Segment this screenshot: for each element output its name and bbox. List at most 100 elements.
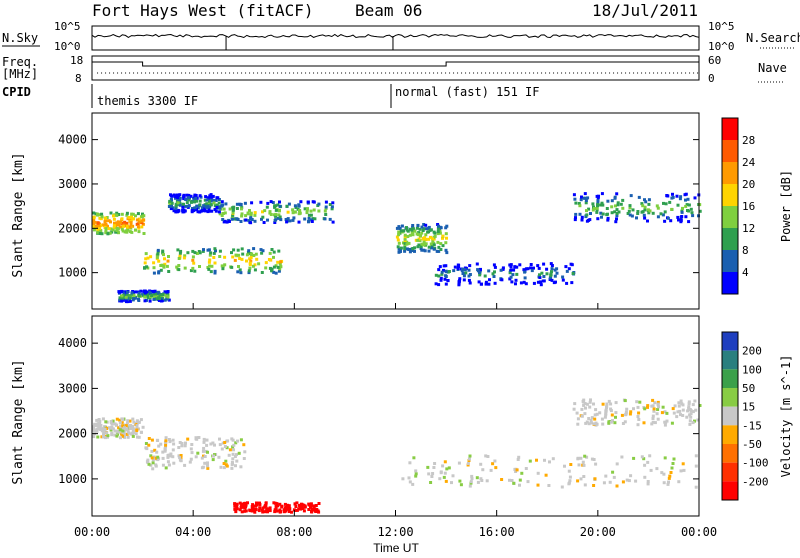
- power-cell: [182, 210, 186, 214]
- velocity-cell: [408, 480, 412, 484]
- velocity-cell: [439, 470, 443, 474]
- power-cell: [328, 203, 332, 206]
- velocity-cell: [129, 427, 133, 431]
- velocity-cell: [261, 506, 265, 510]
- power-cell: [143, 291, 147, 295]
- velocity-cell: [234, 510, 238, 514]
- power-cell: [617, 210, 621, 214]
- power-cell: [159, 297, 163, 301]
- power-cell: [640, 202, 644, 206]
- power-cell: [488, 278, 491, 282]
- power-cell: [458, 277, 462, 281]
- power-cell: [285, 204, 289, 208]
- velocity-cell: [609, 409, 613, 413]
- velocity-cell: [650, 422, 654, 426]
- velocity-cell: [263, 505, 267, 509]
- power-cell: [306, 207, 309, 211]
- velocity-cell: [536, 483, 540, 487]
- power-cell: [600, 215, 603, 219]
- velocity-cell: [276, 504, 280, 508]
- velocity-cell: [593, 477, 597, 481]
- velocity-cell: [491, 462, 495, 466]
- velocity-cell: [433, 462, 437, 465]
- power-cell: [233, 258, 237, 262]
- power-cell: [139, 289, 143, 293]
- power-cell: [182, 256, 186, 260]
- power-cell: [246, 212, 250, 216]
- power-cell: [165, 293, 169, 297]
- power-cell: [274, 271, 278, 275]
- power-cell: [678, 197, 682, 201]
- power-cell: [405, 228, 409, 232]
- power-cell: [629, 194, 633, 198]
- power-cell: [158, 293, 162, 297]
- power-cell: [143, 295, 147, 299]
- power-cell: [100, 215, 104, 219]
- power-cell: [422, 240, 426, 244]
- velocity-cell: [582, 463, 586, 467]
- power-cell: [130, 230, 134, 234]
- velocity-cell: [113, 422, 117, 426]
- power-cell: [651, 211, 655, 215]
- power-cell: [221, 264, 225, 268]
- power-cell: [615, 217, 618, 221]
- power-cell: [156, 248, 160, 252]
- velocity-cell: [111, 419, 115, 423]
- velocity-cell: [287, 510, 291, 513]
- power-cell: [676, 203, 680, 207]
- velocity-cell: [671, 407, 675, 411]
- power-cell: [134, 228, 137, 232]
- velocity-cell: [295, 508, 299, 512]
- power-cell: [249, 221, 253, 225]
- power-cell: [104, 227, 108, 231]
- nsky-right-tick-top: 10^5: [708, 20, 735, 33]
- velocity-colorbar-cell: [722, 406, 738, 426]
- power-cell: [118, 298, 122, 302]
- velocity-cell: [602, 481, 606, 485]
- power-cell: [115, 211, 119, 215]
- power-cell: [163, 257, 166, 261]
- velocity-cell: [184, 441, 187, 445]
- power-cell: [157, 270, 161, 274]
- power-cell: [676, 215, 680, 219]
- power-cell: [149, 255, 153, 259]
- power-cell: [511, 273, 515, 277]
- power-cell: [532, 266, 535, 270]
- power-cell: [444, 264, 448, 268]
- velocity-cell: [135, 427, 139, 431]
- power-cell: [140, 293, 144, 297]
- power-cell: [175, 193, 179, 197]
- power-cell: [114, 230, 118, 234]
- velocity-cell: [651, 417, 655, 420]
- velocity-cell: [593, 413, 597, 417]
- nsky-trace: [91, 33, 700, 50]
- power-cell: [630, 214, 634, 218]
- power-cell: [247, 249, 251, 253]
- power-cell: [96, 212, 99, 216]
- power-cell: [411, 247, 415, 251]
- power-cell: [431, 237, 434, 241]
- power-cell: [286, 210, 290, 214]
- power-cell: [156, 252, 160, 256]
- power-cell: [664, 202, 668, 206]
- power-cell: [214, 199, 218, 202]
- power-cell: [191, 258, 195, 262]
- power-cell: [204, 195, 208, 199]
- power-cell: [538, 280, 542, 284]
- velocity-cell: [670, 466, 674, 470]
- velocity-cell: [518, 478, 522, 482]
- power-cell: [636, 210, 640, 213]
- power-cell: [121, 229, 125, 233]
- power-cell: [277, 216, 280, 220]
- velocity-cell: [520, 471, 524, 475]
- power-cell: [305, 211, 309, 215]
- power-cell: [407, 241, 411, 245]
- velocity-cell: [268, 509, 272, 513]
- velocity-cell: [651, 398, 655, 402]
- velocity-cell: [445, 467, 449, 471]
- velocity-cell: [485, 479, 489, 483]
- power-cell: [399, 246, 403, 250]
- power-cell: [231, 255, 235, 259]
- power-cell: [513, 265, 517, 269]
